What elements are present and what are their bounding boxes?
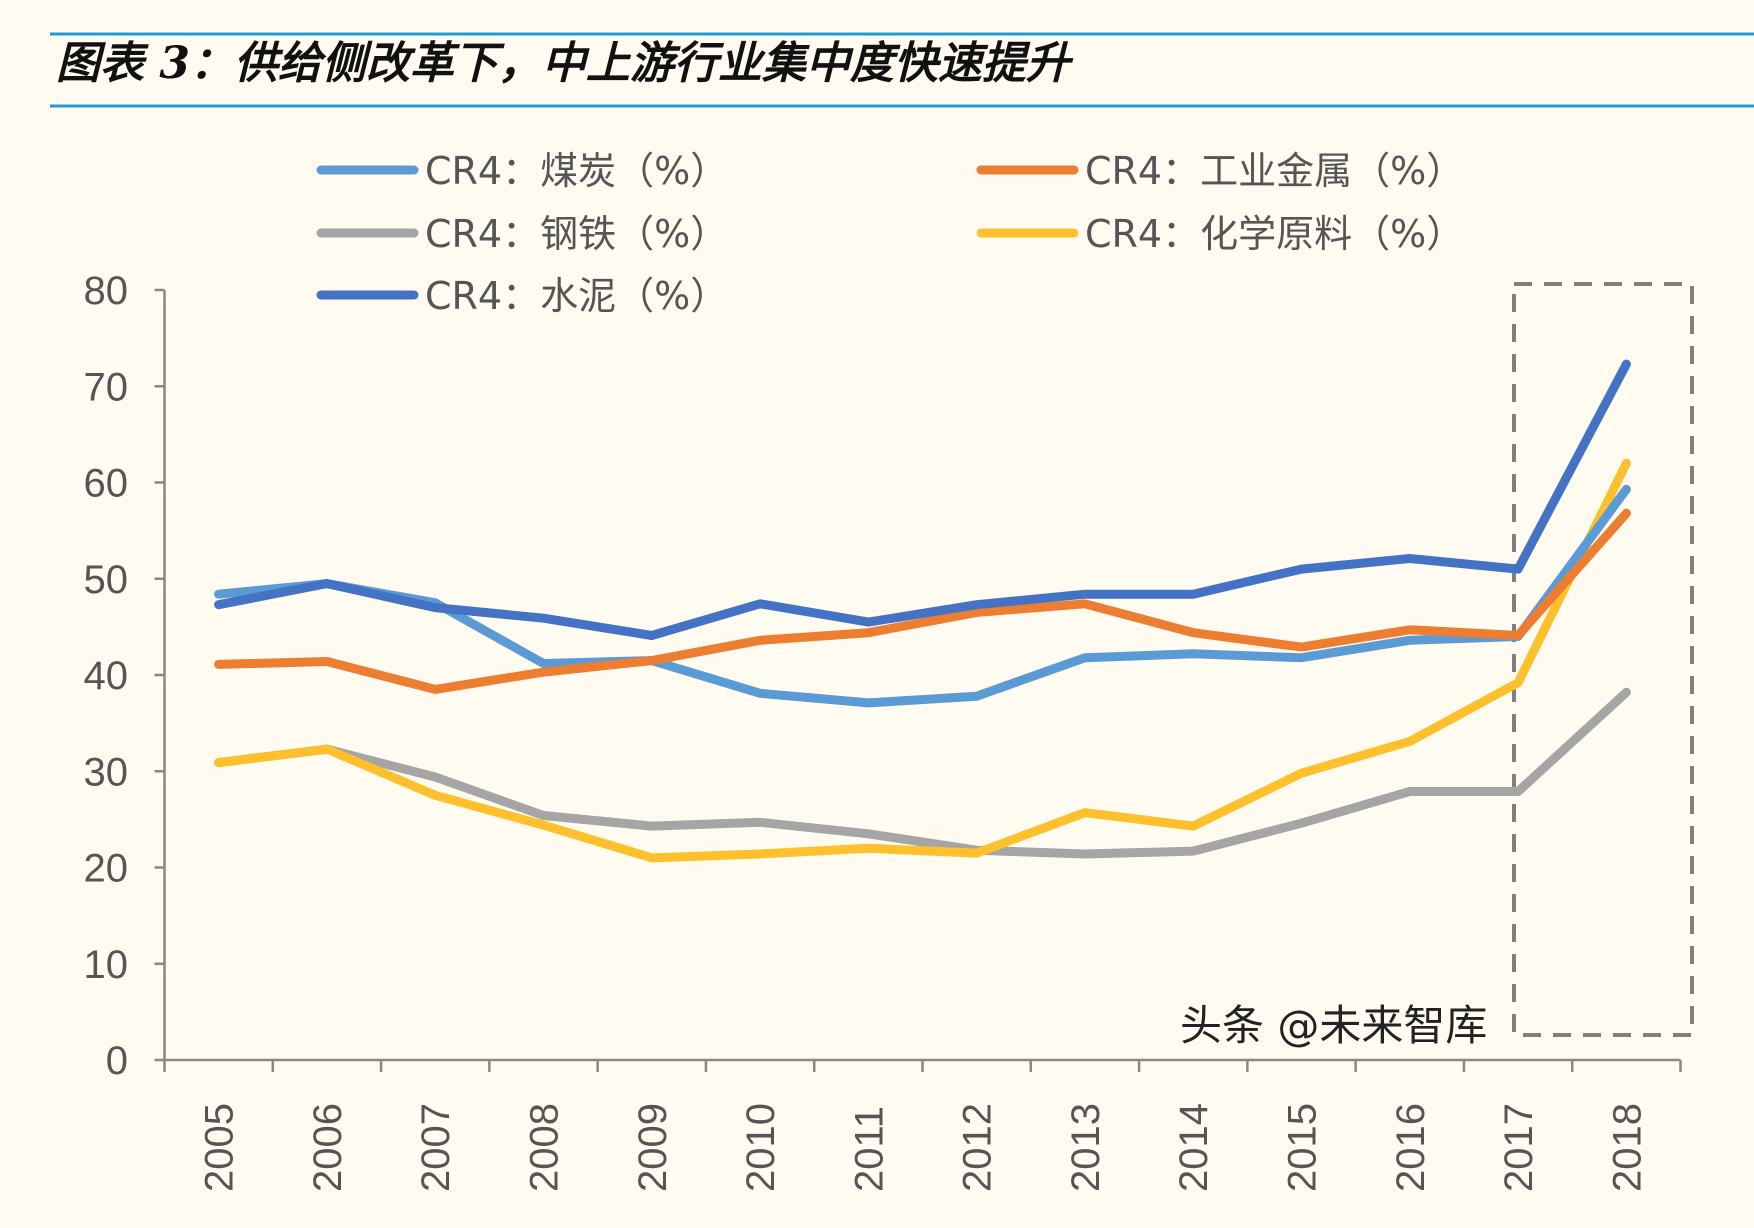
x-tick-label: 2011	[847, 1106, 891, 1192]
watermark: 头条 @未来智库	[1180, 1001, 1487, 1050]
legend-label: CR4：化学原料（%）	[1085, 212, 1464, 256]
y-tick-label: 60	[84, 462, 129, 506]
legend-label: CR4：煤炭（%）	[425, 149, 728, 193]
y-tick-label: 40	[84, 654, 129, 698]
y-tick-label: 10	[84, 943, 129, 987]
x-tick-label: 2015	[1281, 1103, 1325, 1192]
legend: CR4：煤炭（%） CR4：工业金属（%） CR4：钢铁（%） CR4：化学原料（%）…	[316, 149, 1464, 318]
x-tick-label: 2010	[739, 1103, 783, 1192]
legend-label: CR4：工业金属（%）	[1085, 149, 1464, 193]
x-tick-label: 2009	[631, 1103, 675, 1192]
x-tick-label: 2013	[1064, 1103, 1108, 1192]
x-tick-label: 2012	[956, 1103, 1000, 1192]
x-tick-label: 2014	[1172, 1103, 1216, 1192]
highlight-box	[1512, 282, 1694, 1037]
series-line	[214, 687, 1631, 859]
x-tick-label: 2018	[1605, 1103, 1649, 1192]
axes: 0 10 20 30 40 50 60 70 80 2005 2006 2007 2008 2009 201…	[84, 269, 1694, 1192]
series-line	[214, 484, 1631, 708]
x-tick-label: 2005	[198, 1103, 242, 1192]
x-tick-label: 2008	[523, 1103, 567, 1192]
legend-label: CR4：水泥（%）	[425, 274, 728, 318]
chart-title: 图表 3：供给侧改革下，中上游行业集中度快速提升	[56, 38, 1074, 89]
y-tick-label: 80	[84, 269, 129, 313]
series-line	[214, 359, 1631, 640]
y-tick-label: 20	[84, 847, 129, 891]
y-tick-label: 70	[84, 365, 129, 409]
x-tick-label: 2016	[1389, 1103, 1433, 1192]
series-line	[214, 508, 1631, 694]
y-tick-label: 30	[84, 750, 129, 794]
legend-label: CR4：钢铁（%）	[425, 212, 728, 256]
x-tick-label: 2007	[414, 1103, 458, 1192]
y-tick-label: 50	[84, 558, 129, 602]
x-tick-label: 2006	[306, 1103, 350, 1192]
y-tick-label: 0	[106, 1039, 128, 1083]
series-lines	[214, 359, 1631, 863]
x-tick-label: 2017	[1497, 1103, 1541, 1192]
series-line	[214, 458, 1631, 863]
